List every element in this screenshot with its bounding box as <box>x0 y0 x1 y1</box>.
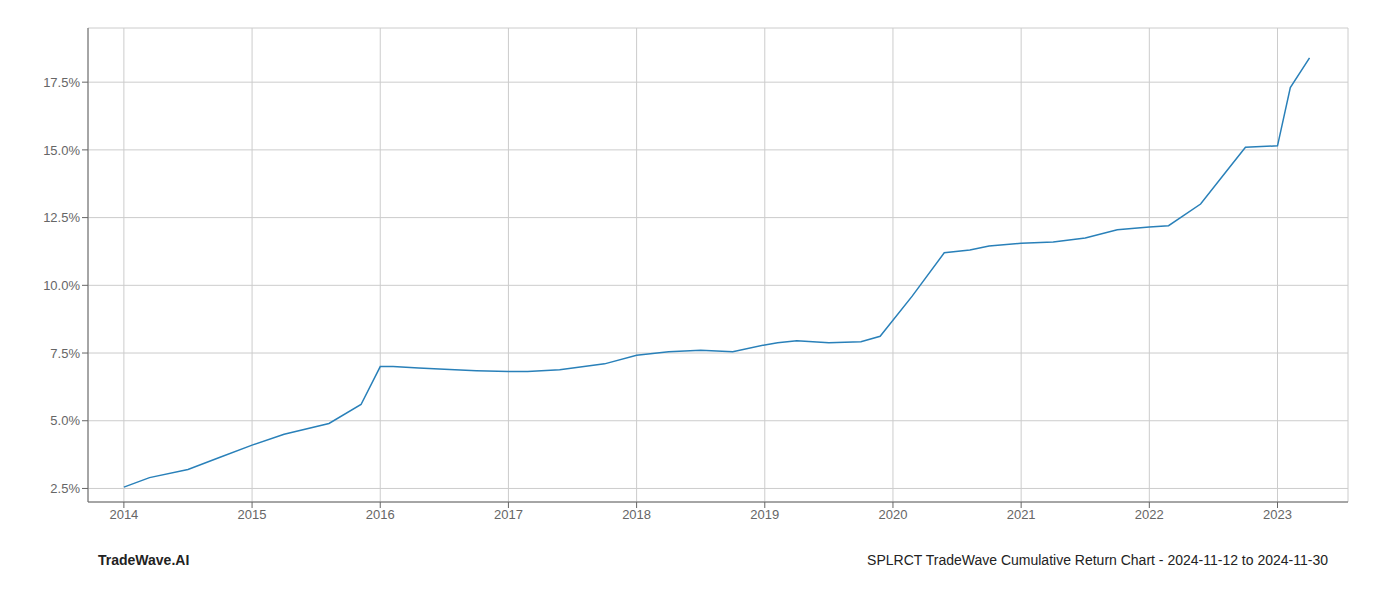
svg-text:15.0%: 15.0% <box>43 143 80 158</box>
svg-text:2021: 2021 <box>1007 507 1036 522</box>
svg-text:2.5%: 2.5% <box>50 481 80 496</box>
html-text:SPLRCT TradeWave Cumulative Re: SPLRCT TradeWave Cumulative Return Chart… <box>867 552 1328 568</box>
svg-text:7.5%: 7.5% <box>50 346 80 361</box>
svg-text:2019: 2019 <box>750 507 779 522</box>
svg-text:12.5%: 12.5% <box>43 210 80 225</box>
svg-text:2020: 2020 <box>879 507 908 522</box>
svg-text:2015: 2015 <box>238 507 267 522</box>
svg-text:2023: 2023 <box>1263 507 1292 522</box>
svg-text:2014: 2014 <box>109 507 138 522</box>
svg-text:2017: 2017 <box>494 507 523 522</box>
svg-text:5.0%: 5.0% <box>50 413 80 428</box>
svg-text:10.0%: 10.0% <box>43 278 80 293</box>
svg-text:17.5%: 17.5% <box>43 75 80 90</box>
html-text:TradeWave.AI: TradeWave.AI <box>98 552 190 568</box>
svg-text:2018: 2018 <box>622 507 651 522</box>
svg-text:2016: 2016 <box>366 507 395 522</box>
svg-text:2022: 2022 <box>1135 507 1164 522</box>
